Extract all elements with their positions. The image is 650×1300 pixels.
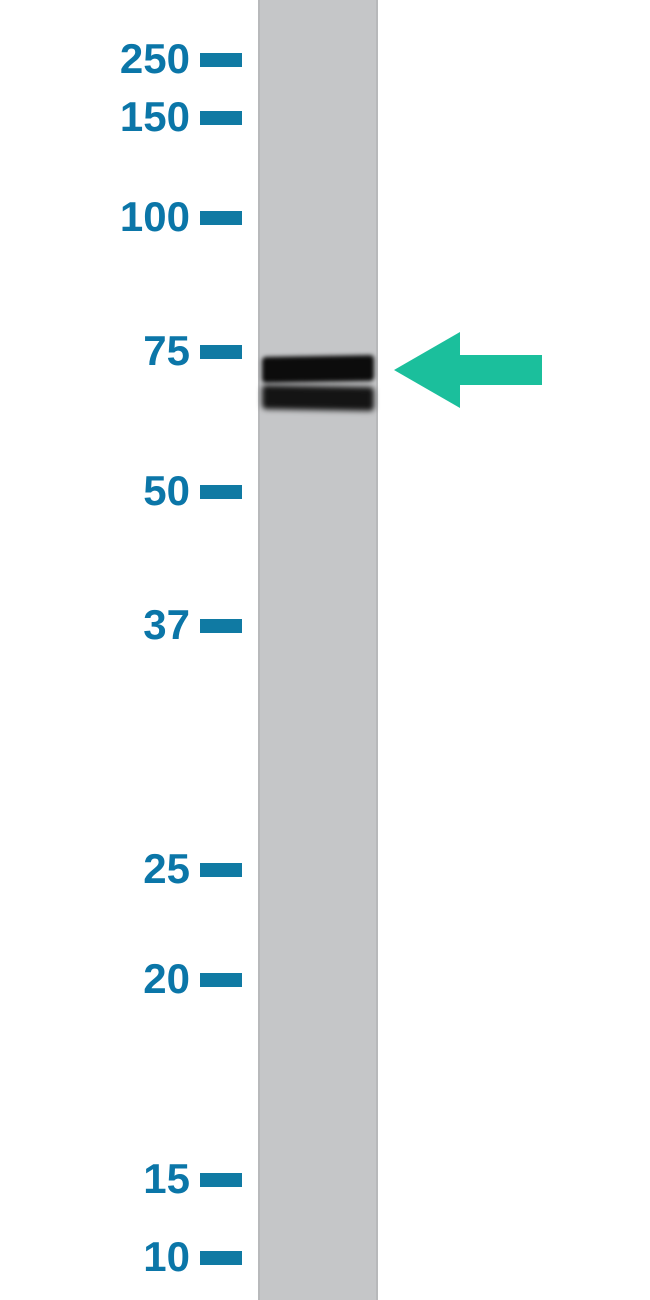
band-primary <box>262 355 374 383</box>
gel-lane <box>258 0 378 1300</box>
marker-tick-10 <box>200 1251 242 1265</box>
arrow-shaft <box>452 355 542 385</box>
marker-label-100: 100 <box>120 193 190 241</box>
marker-label-10: 10 <box>143 1233 190 1281</box>
marker-tick-50 <box>200 485 242 499</box>
band-secondary <box>262 385 374 411</box>
marker-tick-37 <box>200 619 242 633</box>
marker-label-75: 75 <box>143 327 190 375</box>
marker-label-15: 15 <box>143 1155 190 1203</box>
marker-label-250: 250 <box>120 35 190 83</box>
arrow-head-icon <box>394 332 460 408</box>
marker-tick-150 <box>200 111 242 125</box>
western-blot-figure: 250 150 100 75 50 37 25 20 15 10 <box>0 0 650 1300</box>
marker-label-50: 50 <box>143 467 190 515</box>
marker-label-20: 20 <box>143 955 190 1003</box>
marker-tick-15 <box>200 1173 242 1187</box>
marker-tick-100 <box>200 211 242 225</box>
marker-label-150: 150 <box>120 93 190 141</box>
marker-label-25: 25 <box>143 845 190 893</box>
marker-tick-25 <box>200 863 242 877</box>
marker-tick-75 <box>200 345 242 359</box>
marker-tick-250 <box>200 53 242 67</box>
marker-tick-20 <box>200 973 242 987</box>
marker-label-37: 37 <box>143 601 190 649</box>
